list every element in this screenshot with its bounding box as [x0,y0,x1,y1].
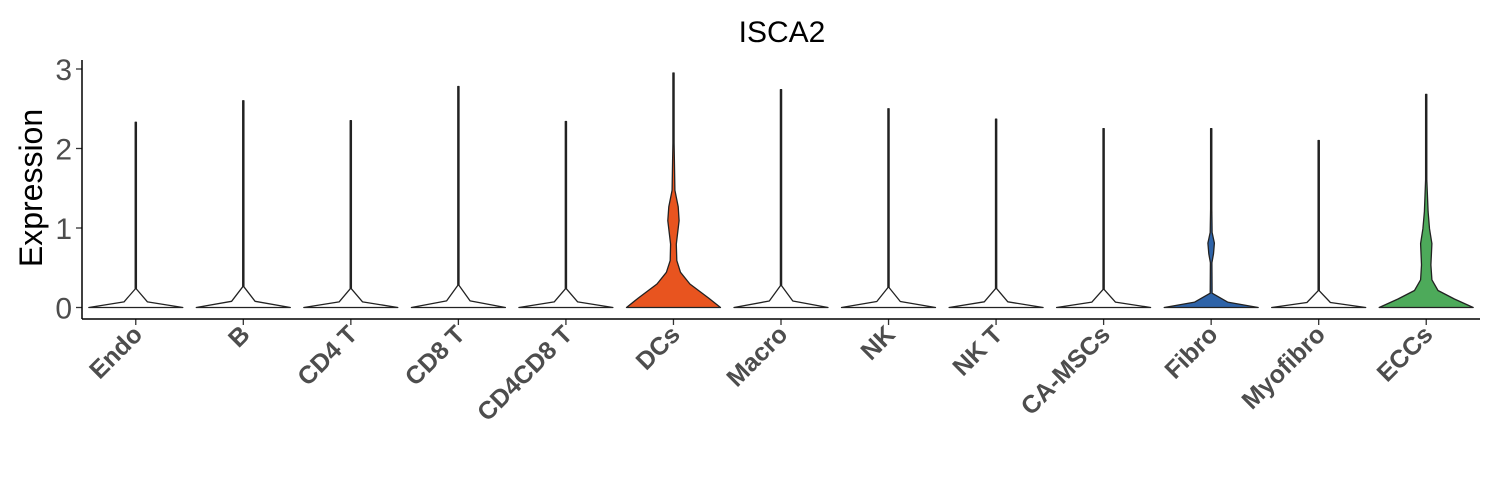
violin-b [195,100,291,309]
x-tick-label: CA-MSCs [1016,320,1116,420]
violin-dcs [625,72,722,309]
x-tick-label: NK [855,320,900,365]
chart-title: ISCA2 [739,16,826,49]
y-tick-label: 1 [55,213,72,246]
x-axis-ticks: Endo B CD4 T CD8 T CD4CD8 T DCs Macro NK NK T CA-… [84,319,1438,427]
violins [88,72,1474,309]
y-tick-label: 2 [55,134,72,167]
violin-ca-mscs [1055,127,1152,309]
x-tick-label: CD4CD8 T [472,320,578,426]
violin-eccs [1378,93,1474,309]
x-tick-label: DCs [631,320,686,375]
x-tick-label: ECCs [1372,320,1439,387]
violin-endo [88,121,184,309]
x-tick-label: Myofibro [1237,320,1331,414]
x-tick-label: Fibro [1159,320,1223,384]
violin-fibro [1163,127,1259,309]
y-tick-label: 3 [55,54,72,87]
violin-cd8-t [410,85,507,309]
y-tick-label: 0 [55,293,72,326]
violin-cd4cd8-t [518,120,614,309]
violin-nk-t [948,118,1044,309]
y-axis-ticks: 0 1 2 3 [55,54,82,326]
x-tick-label: Macro [721,320,793,392]
y-axis-label: Expression [13,109,49,267]
violin-myofibro [1271,139,1367,309]
violin-macro [733,89,829,309]
x-tick-label: NK T [947,320,1008,381]
x-tick-label: Endo [84,320,148,384]
x-tick-label: CD4 T [292,320,363,391]
x-tick-label: B [223,320,256,353]
violin-nk [840,108,937,309]
violin-cd4-t [303,120,399,309]
x-tick-label: CD8 T [400,320,471,391]
